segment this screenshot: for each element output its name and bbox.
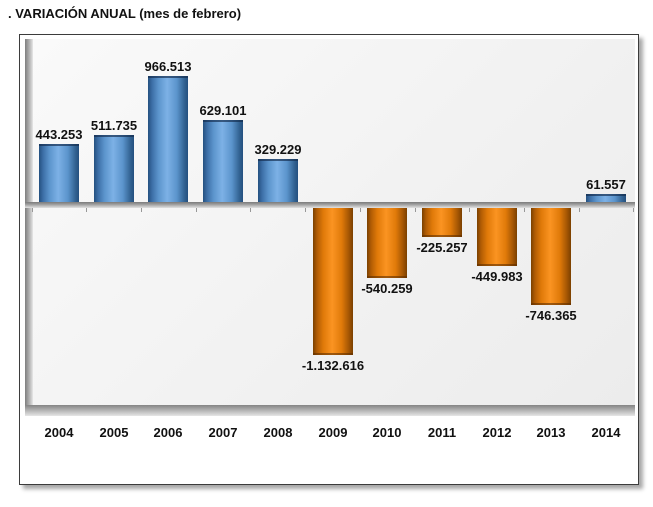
x-tick-label-2010: 2010 (372, 425, 402, 440)
data-label-2011: -225.257 (416, 240, 468, 255)
x-tick-label-2009: 2009 (318, 425, 348, 440)
axis-tick (524, 208, 525, 212)
bar-2006 (148, 76, 188, 202)
data-label-2012: -449.983 (471, 269, 523, 284)
axis-tick (360, 208, 361, 212)
data-label-2006: 966.513 (144, 59, 192, 74)
data-label-2004: 443.253 (35, 127, 83, 142)
x-axis-line (25, 202, 635, 208)
axis-tick (141, 208, 142, 212)
x-tick-label-2005: 2005 (99, 425, 129, 440)
x-tick-label-2006: 2006 (153, 425, 183, 440)
plot-left-wall (25, 39, 33, 416)
axis-tick (469, 208, 470, 212)
axis-tick (305, 208, 306, 212)
plot-area: 443.253 511.735 966.513 629.101 329.229 -1.13… (25, 39, 635, 416)
data-label-2010: -540.259 (361, 281, 413, 296)
bar-2009 (313, 208, 353, 355)
axis-tick (32, 208, 33, 212)
data-label-2014: 61.557 (586, 177, 626, 192)
x-tick-label-2008: 2008 (263, 425, 293, 440)
axis-tick (579, 208, 580, 212)
data-label-2005: 511.735 (90, 118, 138, 133)
plot-floor (25, 405, 635, 416)
bar-2008 (258, 159, 298, 202)
bar-2012 (477, 208, 517, 266)
axis-tick (415, 208, 416, 212)
bar-2005 (94, 135, 134, 202)
x-tick-label-2013: 2013 (536, 425, 566, 440)
axis-tick (633, 208, 634, 212)
x-tick-label-2007: 2007 (208, 425, 238, 440)
chart-frame: 443.253 511.735 966.513 629.101 329.229 -1.13… (19, 34, 639, 485)
data-label-2009: -1.132.616 (301, 358, 365, 373)
bar-2010 (367, 208, 407, 278)
x-tick-label-2004: 2004 (44, 425, 74, 440)
x-tick-label-2012: 2012 (482, 425, 512, 440)
x-tick-label-2011: 2011 (427, 425, 457, 440)
data-label-2013: -746.365 (525, 308, 577, 323)
x-tick-label-2014: 2014 (591, 425, 621, 440)
axis-tick (250, 208, 251, 212)
data-label-2007: 629.101 (199, 103, 247, 118)
chart-title: . VARIACIÓN ANUAL (mes de febrero) (8, 6, 242, 21)
data-label-2008: 329.229 (254, 142, 302, 157)
bar-2013 (531, 208, 571, 305)
bar-2011 (422, 208, 462, 237)
axis-tick (196, 208, 197, 212)
bar-2014 (586, 194, 626, 202)
bar-2004 (39, 144, 79, 202)
bar-2007 (203, 120, 243, 202)
axis-tick (86, 208, 87, 212)
